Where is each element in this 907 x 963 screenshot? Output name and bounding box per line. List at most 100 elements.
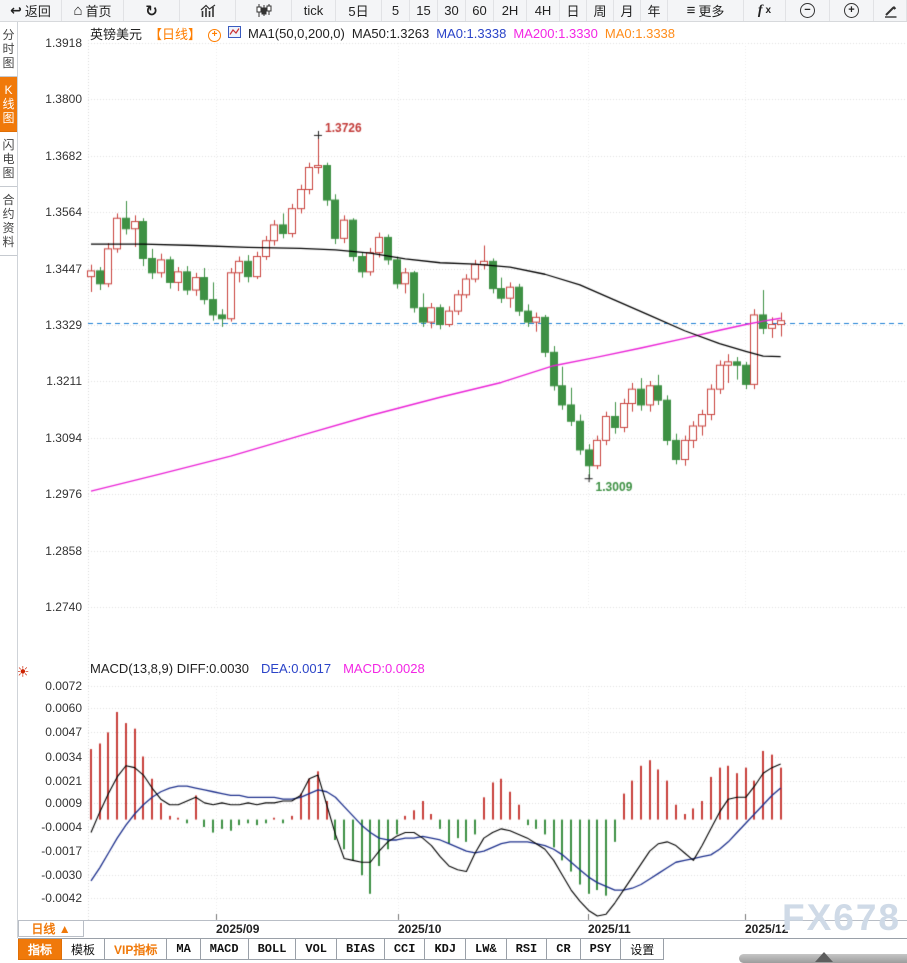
tab-CCI[interactable]: CCI xyxy=(384,939,426,960)
toolbar-button-返回[interactable]: ↩ 返回 xyxy=(0,0,62,21)
symbol-header-part: + xyxy=(208,25,222,42)
macd-axis-label: 0.0034 xyxy=(45,749,82,764)
macd-header-part: MACD(13,8,9) DIFF:0.0030 xyxy=(90,661,249,676)
price-axis-label: 1.2740 xyxy=(45,600,82,614)
tab-VIP指标[interactable]: VIP指标 xyxy=(105,939,168,960)
symbol-header-part: MA0:1.3338 xyxy=(436,26,507,41)
toolbar-button-日[interactable]: 日 xyxy=(560,0,587,21)
indicator-settings-icon[interactable]: ☀ xyxy=(16,663,30,681)
price-axis-label: 1.3447 xyxy=(45,261,82,276)
toolbar-button-4H[interactable]: 4H xyxy=(527,0,560,21)
sidebar-item-分时图[interactable]: 分时图 xyxy=(0,22,17,77)
toolbar-button-pencil[interactable] xyxy=(874,0,907,21)
symbol-header-part: 英镑美元 xyxy=(90,27,143,42)
toolbar-button-label: 年 xyxy=(647,4,661,19)
tab-指标[interactable]: 指标 xyxy=(18,939,63,960)
tab-LW&[interactable]: LW& xyxy=(466,939,507,960)
tab-MA[interactable]: MA xyxy=(167,939,201,960)
toolbar-button-5[interactable]: 5 xyxy=(382,0,410,21)
mini-chart-icon xyxy=(228,26,242,38)
menu-icon: ≡ xyxy=(686,2,696,19)
tab-RSI[interactable]: RSI xyxy=(506,939,548,960)
toolbar-button-refresh[interactable]: ↻ xyxy=(124,0,180,21)
sidebar-item-K线图[interactable]: K线图 xyxy=(0,77,17,132)
zoom-in-icon: + xyxy=(844,3,859,18)
toolbar-button-更多[interactable]: ≡ 更多 xyxy=(668,0,744,21)
macd-header-part: MACD:0.0028 xyxy=(343,661,425,676)
tab-设置[interactable]: 设置 xyxy=(621,939,665,960)
price-axis-label: 1.3564 xyxy=(45,205,82,220)
toolbar-button-area-chart[interactable] xyxy=(180,0,236,21)
toolbar-button-label: 日 xyxy=(566,4,580,19)
macd-axis-label: -0.0004 xyxy=(41,820,82,834)
tab-CR[interactable]: CR xyxy=(547,939,581,960)
tab-VOL[interactable]: VOL xyxy=(296,939,338,960)
toolbar-button-label: 5 xyxy=(391,3,400,18)
price-axis-label: 1.3800 xyxy=(45,92,82,107)
price-axis-label: 1.2976 xyxy=(45,487,82,501)
toolbar-button-周[interactable]: 周 xyxy=(587,0,614,21)
toolbar-button-15[interactable]: 15 xyxy=(410,0,438,21)
price-axis-label: 1.3682 xyxy=(45,148,82,163)
toolbar-button-label: 2H xyxy=(501,3,519,18)
symbol-header-part: MA50:1.3263 xyxy=(351,26,430,41)
toolbar-button-label: 周 xyxy=(593,4,607,19)
toolbar-button-label: 5日 xyxy=(348,4,369,19)
period-selector[interactable]: 日线 ▲ xyxy=(18,920,84,937)
toolbar-button-label: 15 xyxy=(416,3,431,18)
toolbar-button-label: 30 xyxy=(444,3,459,18)
date-label-2025/10: 2025/10 xyxy=(398,922,442,936)
tab-BOLL[interactable]: BOLL xyxy=(248,939,297,960)
toolbar-button-label: 更多 xyxy=(698,4,725,19)
watermark: FX678 xyxy=(781,897,901,938)
zoom-out-icon: − xyxy=(800,3,815,18)
toolbar-button-candle-chart[interactable] xyxy=(236,0,292,21)
price-axis-label: 1.3211 xyxy=(46,374,82,389)
home-icon: ⌂ xyxy=(73,2,83,19)
toolbar-button-tick[interactable]: tick xyxy=(292,0,336,21)
tab-MACD[interactable]: MACD xyxy=(200,939,249,960)
scroll-up-arrow-icon xyxy=(815,952,833,962)
toolbar: ↩ 返回 ⌂ 首页 ↻ tick 5日 5 15 30 60 2H 4H 日周月年 ≡ 更多 f x − + xyxy=(0,0,907,22)
add-indicator-icon[interactable]: + xyxy=(208,28,222,42)
indicator-tabs: 指标 模板 VIP指标 MA MACD BOLL VOL BIAS CCI KDJ LW& RSI CR… xyxy=(18,938,907,961)
area-chart-icon xyxy=(200,4,215,17)
toolbar-button-label: 首页 xyxy=(85,4,112,19)
tab-模板[interactable]: 模板 xyxy=(62,939,106,960)
price-axis-label: 1.2858 xyxy=(45,543,82,558)
symbol-header-part: MA0:1.3338 xyxy=(604,26,676,41)
symbol-header-part: MA1(50,0,200,0) xyxy=(248,26,345,41)
toolbar-button-年[interactable]: 年 xyxy=(641,0,668,21)
price-axis-label: 1.3918 xyxy=(45,36,82,50)
macd-axis-label: 0.0072 xyxy=(45,679,82,693)
symbol-header-part: 【日线】 xyxy=(149,27,202,42)
toolbar-button-5日[interactable]: 5日 xyxy=(336,0,382,21)
toolbar-button-首页[interactable]: ⌂ 首页 xyxy=(62,0,124,21)
macd-axis-label: 0.0047 xyxy=(45,725,82,740)
fx-x: x xyxy=(765,5,772,16)
toolbar-button-zoom-in[interactable]: + xyxy=(830,0,874,21)
price-axis-label: 1.3094 xyxy=(45,430,82,445)
toolbar-button-2H[interactable]: 2H xyxy=(494,0,527,21)
macd-axis-label: -0.0042 xyxy=(41,890,82,905)
tab-PSY[interactable]: PSY xyxy=(580,939,622,960)
date-axis-row xyxy=(18,920,907,939)
price-axis-label: 1.3329 xyxy=(45,318,82,332)
bottom-scrollbar[interactable] xyxy=(739,952,907,963)
tab-BIAS[interactable]: BIAS xyxy=(337,939,385,960)
period-selector-label: 日线 ▲ xyxy=(31,922,71,936)
symbol-header: 英镑美元 【日线】 + MA1(50,0,200,0) MA50:1.3263 MA0:1… xyxy=(90,24,675,43)
toolbar-button-zoom-out[interactable]: − xyxy=(786,0,830,21)
macd-axis-label: 0.0009 xyxy=(45,795,82,810)
toolbar-button-60[interactable]: 60 xyxy=(466,0,494,21)
toolbar-button-月[interactable]: 月 xyxy=(614,0,641,21)
sidebar-item-合约资料[interactable]: 合约资料 xyxy=(0,187,17,256)
candlestick-icon xyxy=(256,4,271,17)
sidebar-item-闪电图[interactable]: 闪电图 xyxy=(0,132,17,187)
toolbar-button-30[interactable]: 30 xyxy=(438,0,466,21)
tab-KDJ[interactable]: KDJ xyxy=(425,939,467,960)
macd-axis-label: 0.0060 xyxy=(45,701,82,716)
